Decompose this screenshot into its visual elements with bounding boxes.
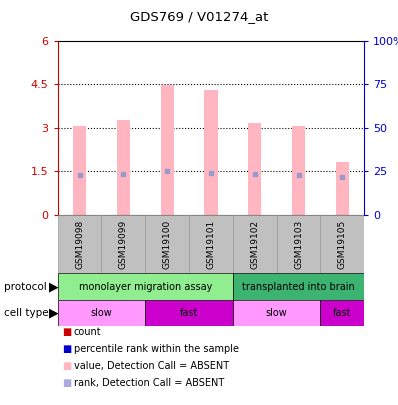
Text: transplanted into brain: transplanted into brain	[242, 281, 355, 292]
Text: slow: slow	[91, 308, 112, 318]
Bar	[336, 162, 349, 215]
Text: ■: ■	[62, 361, 71, 371]
Text: ■: ■	[62, 344, 71, 354]
Text: rank, Detection Call = ABSENT: rank, Detection Call = ABSENT	[74, 378, 224, 388]
Bar	[101, 215, 145, 273]
Text: value, Detection Call = ABSENT: value, Detection Call = ABSENT	[74, 361, 229, 371]
Bar	[117, 120, 130, 215]
Bar	[58, 273, 233, 300]
Bar	[233, 300, 320, 326]
Bar	[248, 123, 261, 215]
Text: ■: ■	[62, 378, 71, 388]
Bar	[189, 215, 233, 273]
Text: ▶: ▶	[49, 280, 59, 293]
Bar	[292, 126, 305, 215]
Text: protocol: protocol	[4, 281, 47, 292]
Text: fast: fast	[333, 308, 351, 318]
Bar	[233, 273, 364, 300]
Text: GDS769 / V01274_at: GDS769 / V01274_at	[130, 10, 268, 23]
Bar	[277, 215, 320, 273]
Bar	[145, 300, 233, 326]
Text: slow: slow	[266, 308, 287, 318]
Bar	[320, 215, 364, 273]
Text: GSM19099: GSM19099	[119, 220, 128, 269]
Text: count: count	[74, 327, 101, 337]
Text: cell type: cell type	[4, 308, 49, 318]
Bar	[58, 300, 145, 326]
Text: GSM19098: GSM19098	[75, 220, 84, 269]
Bar	[320, 300, 364, 326]
Bar	[233, 215, 277, 273]
Text: GSM19101: GSM19101	[207, 220, 215, 269]
Text: percentile rank within the sample: percentile rank within the sample	[74, 344, 239, 354]
Text: GSM19102: GSM19102	[250, 220, 259, 269]
Text: fast: fast	[180, 308, 198, 318]
Text: GSM19105: GSM19105	[338, 220, 347, 269]
Text: ■: ■	[62, 327, 71, 337]
Bar	[205, 90, 217, 215]
Bar	[58, 215, 101, 273]
Text: monolayer migration assay: monolayer migration assay	[78, 281, 212, 292]
Bar	[73, 126, 86, 215]
Text: ▶: ▶	[49, 306, 59, 320]
Text: GSM19100: GSM19100	[163, 220, 172, 269]
Bar	[161, 85, 174, 215]
Text: GSM19103: GSM19103	[294, 220, 303, 269]
Bar	[145, 215, 189, 273]
